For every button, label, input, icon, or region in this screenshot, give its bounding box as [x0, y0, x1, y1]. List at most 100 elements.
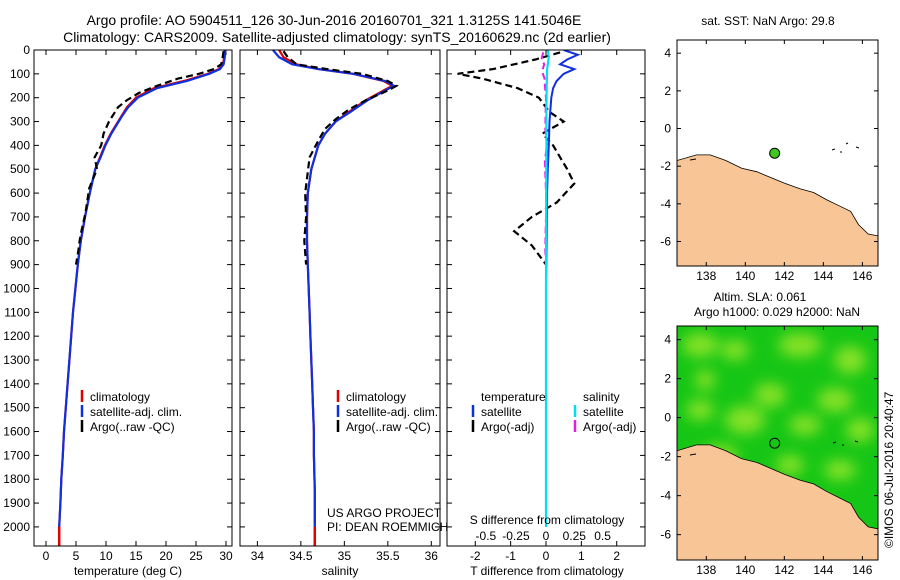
- x-tick-label: 2: [613, 549, 620, 563]
- x-tick-label: -1: [505, 549, 516, 563]
- sla-high-patch: [721, 340, 749, 360]
- salinity-satellite-line: [272, 50, 397, 527]
- legend-label-argo: Argo(..raw -QC): [346, 420, 431, 434]
- temperature-xlabel: temperature (deg C): [74, 564, 182, 578]
- salinity-axis-ticks: 34 34.5 35 35.5 36: [251, 50, 439, 563]
- legend-label-satellite: satellite-adj. clim.: [346, 405, 438, 419]
- sla-high-patch: [846, 418, 874, 442]
- small-islands: [689, 142, 860, 161]
- lat-tick-label: 4: [664, 333, 671, 347]
- sla-high-patch: [754, 383, 786, 407]
- lon-tick-label: 142: [774, 563, 794, 577]
- depth-tick-label: 1000: [3, 281, 30, 295]
- depth-tick-label: 1900: [3, 496, 30, 510]
- legend-label-satellite: satellite-adj. clim.: [90, 405, 182, 419]
- lat-tick-label: 2: [664, 84, 671, 98]
- new-guinea-land: [677, 154, 878, 266]
- small-islands: [689, 440, 859, 456]
- depth-tick-label: 900: [10, 258, 30, 272]
- lon-tick-label: 142: [774, 269, 794, 283]
- sla-high-patch: [824, 460, 856, 480]
- depth-tick-label: 1700: [3, 448, 30, 462]
- difference-panel: -2 -1 0 1 2 -0.5 -0.25 0 0.25 0.5 T difference f…: [446, 49, 646, 578]
- legend-heading-salinity: salinity: [583, 390, 620, 404]
- lat-tick-label: -2: [660, 159, 671, 173]
- depth-tick-label: 300: [10, 115, 30, 129]
- x-tick-label: 35: [338, 549, 352, 563]
- sst-map: sat. SST: NaN Argo: 29.8 138 140 142 144 146…: [660, 14, 879, 283]
- imos-credit: ©IMOS 06-Jul-2016 20:40:47: [882, 391, 896, 548]
- x-tick-label: 34: [251, 549, 265, 563]
- depth-tick-label: 2000: [3, 520, 30, 534]
- sla-map: Altim. SLA: 0.061 Argo h1000: 0.029 h200…: [660, 290, 879, 577]
- land-southwest: [677, 513, 717, 560]
- depth-tick-label: 1400: [3, 377, 30, 391]
- salinity-depth-ticks: [240, 49, 440, 528]
- lat-tick-label: -6: [660, 235, 671, 249]
- s-difference-xlabel: S difference from climatology: [470, 513, 625, 527]
- sla-map-title-line2: Argo h1000: 0.029 h2000: NaN: [694, 305, 860, 319]
- lat-tick-label: 0: [664, 411, 671, 425]
- depth-tick-label: 600: [10, 186, 30, 200]
- x-tick-label: 20: [159, 549, 173, 563]
- depth-tick-label: 200: [10, 91, 30, 105]
- new-guinea-land: [677, 444, 878, 560]
- temperature-argo-line: [74, 51, 225, 265]
- s-diff-satellite-line: [544, 50, 550, 527]
- depth-tick-label: 1600: [3, 425, 30, 439]
- sla-high-patch: [776, 455, 804, 475]
- t-difference-xlabel: T difference from climatology: [470, 564, 624, 578]
- depth-tick-label: 0: [23, 43, 30, 57]
- lat-tick-label: 2: [664, 372, 671, 386]
- x-tick-label: 34.5: [289, 549, 313, 563]
- legend-label-climatology: climatology: [90, 390, 150, 404]
- lat-tick-label: -6: [660, 528, 671, 542]
- sst-map-title: sat. SST: NaN Argo: 29.8: [701, 14, 835, 28]
- difference-legend: temperature salinity satellite Argo(-adj…: [471, 390, 636, 434]
- s-diff-tick-label: -0.25: [502, 529, 530, 543]
- sla-high-patch: [695, 370, 715, 390]
- legend-label-t-satellite: satellite: [481, 405, 522, 419]
- lon-tick-label: 144: [813, 269, 833, 283]
- depth-tick-label: 1500: [3, 401, 30, 415]
- sla-high-patch: [789, 415, 821, 435]
- depth-tick-label: 100: [10, 67, 30, 81]
- lat-tick-label: 4: [664, 46, 671, 60]
- sla-high-patch: [682, 333, 718, 357]
- temperature-satellite-line: [58, 50, 227, 527]
- temperature-legend: climatology satellite-adj. clim. Argo(..…: [80, 390, 182, 434]
- x-tick-label: 10: [99, 549, 113, 563]
- depth-tick-label: 500: [10, 162, 30, 176]
- figure-title-line2: Climatology: CARS2009. Satellite-adjuste…: [63, 29, 611, 45]
- sla-high-patch: [725, 406, 765, 434]
- s-difference-axis-ticks: -0.5 -0.25 0 0.25 0.5: [476, 529, 612, 543]
- x-tick-label: -2: [470, 549, 481, 563]
- float-location-marker: [769, 437, 781, 449]
- x-tick-label: 35.5: [376, 549, 400, 563]
- depth-tick-label: 1200: [3, 329, 30, 343]
- lon-tick-label: 140: [735, 563, 755, 577]
- depth-axis-ticks: 0 100 200 300 400 500 600 700 800 900 1000 1100 1200…: [3, 43, 232, 534]
- lon-tick-label: 138: [696, 563, 716, 577]
- sla-map-axis-ticks: 138 140 142 144 146 4 2 0 -2 -4 -6: [660, 326, 878, 577]
- legend-label-t-argo: Argo(-adj): [481, 420, 534, 434]
- x-tick-label: 5: [73, 549, 80, 563]
- depth-tick-label: 400: [10, 138, 30, 152]
- lat-tick-label: -4: [660, 197, 671, 211]
- depth-tick-label: 700: [10, 210, 30, 224]
- temperature-panel: 0100200300400500600700800900100011001200…: [3, 43, 233, 578]
- legend-label-climatology: climatology: [346, 390, 406, 404]
- sla-map-title-line1: Altim. SLA: 0.061: [714, 290, 807, 304]
- sst-map-axis-ticks: 138 140 142 144 146 4 2 0 -2 -4 -6: [660, 40, 878, 283]
- s-diff-tick-label: -0.5: [476, 529, 497, 543]
- sla-high-patch: [686, 400, 714, 420]
- depth-tick-label: 1100: [4, 305, 30, 319]
- figure-title-line1: Argo profile: AO 5904511_126 30-Jun-2016…: [87, 12, 582, 28]
- lat-tick-label: -2: [660, 450, 671, 464]
- depth-tick-label: 1300: [3, 353, 30, 367]
- lon-tick-label: 144: [813, 563, 833, 577]
- x-tick-label: 36: [425, 549, 439, 563]
- salinity-xlabel: salinity: [322, 564, 359, 578]
- t-diff-argo-line: [457, 51, 576, 266]
